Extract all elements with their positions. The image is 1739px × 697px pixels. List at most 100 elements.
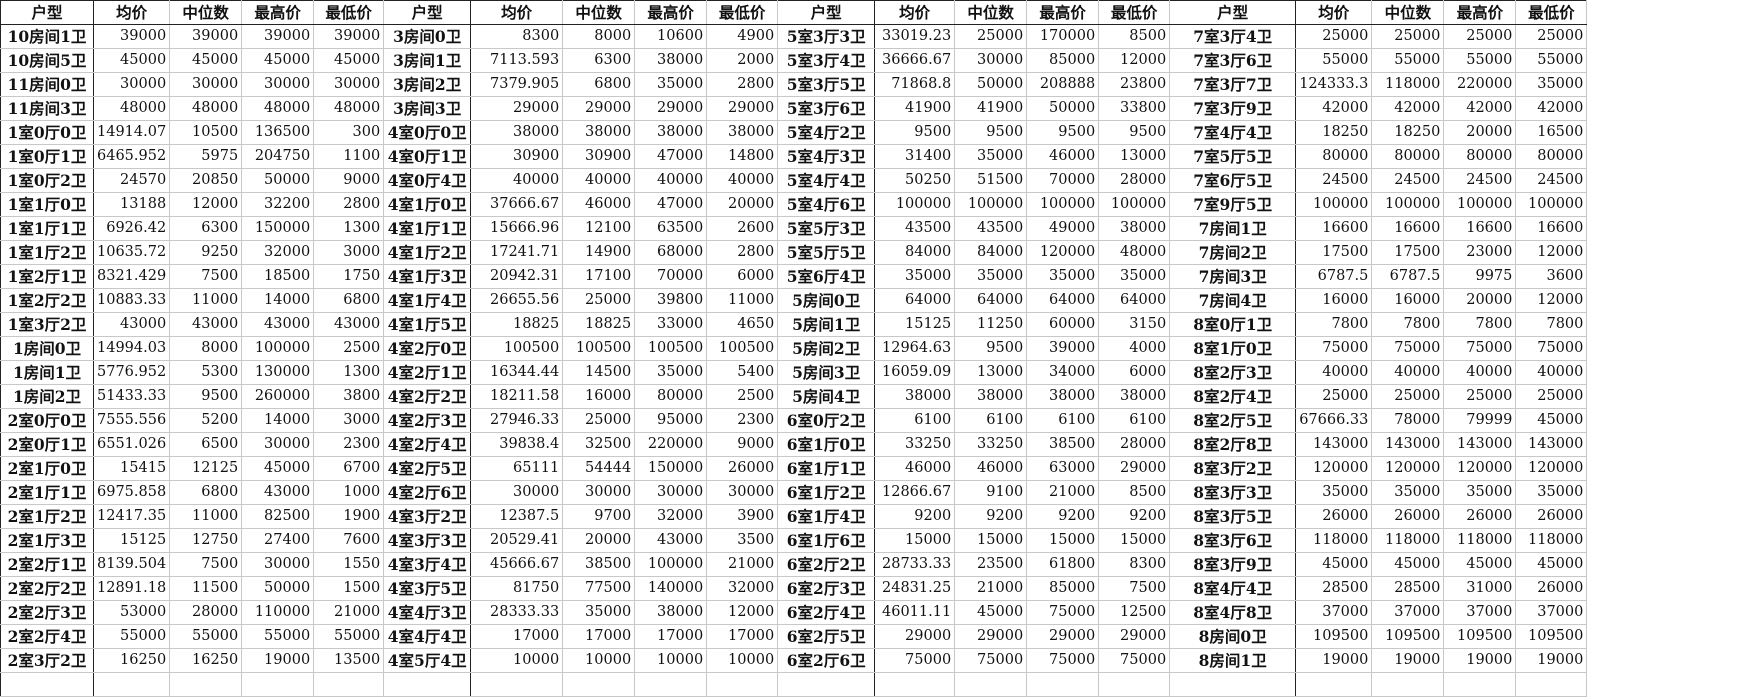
layout-type-cell[interactable]: 2室2厅1卫	[0, 552, 94, 577]
price-cell[interactable]: 51433.33	[92, 384, 171, 409]
price-cell[interactable]: 42000	[1515, 96, 1588, 121]
price-cell[interactable]	[954, 672, 1028, 697]
layout-type-cell[interactable]: 2室2厅4卫	[0, 624, 94, 649]
price-cell[interactable]: 45000	[954, 600, 1028, 625]
price-cell[interactable]: 8500	[1098, 480, 1171, 505]
price-cell[interactable]: 28733.33	[874, 552, 956, 577]
layout-type-cell[interactable]: 1室2厅2卫	[0, 288, 94, 313]
price-cell[interactable]: 33800	[1098, 96, 1171, 121]
price-cell[interactable]: 40000	[1295, 360, 1373, 385]
layout-type-cell[interactable]: 5室3厅5卫	[777, 72, 876, 97]
price-cell[interactable]: 5975	[169, 144, 243, 169]
layout-type-cell[interactable]: 5房间0卫	[777, 288, 876, 313]
price-cell[interactable]: 64000	[874, 288, 956, 313]
layout-type-cell[interactable]: 1房间0卫	[0, 336, 94, 361]
price-cell[interactable]: 13500	[313, 648, 385, 673]
price-cell[interactable]: 17500	[1371, 240, 1445, 265]
price-cell[interactable]: 19000	[1443, 648, 1517, 673]
layout-type-cell[interactable]: 2室2厅3卫	[0, 600, 94, 625]
price-cell[interactable]: 12750	[169, 528, 243, 553]
price-cell[interactable]: 71868.8	[874, 72, 956, 97]
price-cell[interactable]: 9200	[874, 504, 956, 529]
price-cell[interactable]: 12866.67	[874, 480, 956, 505]
price-cell[interactable]: 7113.593	[470, 48, 564, 73]
price-cell[interactable]: 6100	[874, 408, 956, 433]
layout-type-cell[interactable]: 5房间2卫	[777, 336, 876, 361]
price-cell[interactable]: 18250	[1295, 120, 1373, 145]
layout-type-cell[interactable]: 2室1厅2卫	[0, 504, 94, 529]
price-cell[interactable]: 16000	[1295, 288, 1373, 313]
column-header[interactable]: 中位数	[1371, 0, 1445, 25]
layout-type-cell[interactable]: 4室1厅5卫	[383, 312, 472, 337]
price-cell[interactable]: 100500	[470, 336, 564, 361]
price-cell[interactable]: 32500	[562, 432, 636, 457]
price-cell[interactable]: 20000	[1443, 288, 1517, 313]
price-cell[interactable]: 29000	[706, 96, 779, 121]
price-cell[interactable]: 136500	[241, 120, 315, 145]
layout-type-cell[interactable]: 4室0厅4卫	[383, 168, 472, 193]
price-cell[interactable]: 6000	[706, 264, 779, 289]
price-cell[interactable]: 2800	[706, 240, 779, 265]
price-cell[interactable]: 14800	[706, 144, 779, 169]
layout-type-cell[interactable]: 5房间3卫	[777, 360, 876, 385]
price-cell[interactable]: 100000	[874, 192, 956, 217]
price-cell[interactable]: 38000	[1098, 216, 1171, 241]
price-cell[interactable]: 100000	[1515, 192, 1588, 217]
price-cell[interactable]: 15666.96	[470, 216, 564, 241]
layout-type-cell[interactable]: 1室0厅1卫	[0, 144, 94, 169]
price-cell[interactable]: 10600	[634, 24, 708, 49]
price-cell[interactable]: 20850	[169, 168, 243, 193]
price-cell[interactable]: 16600	[1443, 216, 1517, 241]
price-cell[interactable]: 109500	[1443, 624, 1517, 649]
price-cell[interactable]: 25000	[562, 288, 636, 313]
price-cell[interactable]: 80000	[634, 384, 708, 409]
price-cell[interactable]: 43000	[313, 312, 385, 337]
price-cell[interactable]: 100000	[1443, 192, 1517, 217]
layout-type-cell[interactable]: 2室2厅2卫	[0, 576, 94, 601]
price-cell[interactable]: 16059.09	[874, 360, 956, 385]
layout-type-cell[interactable]: 4室1厅2卫	[383, 240, 472, 265]
layout-type-cell[interactable]: 6室1厅0卫	[777, 432, 876, 457]
price-cell[interactable]: 49000	[1026, 216, 1100, 241]
layout-type-cell[interactable]: 6室2厅4卫	[777, 600, 876, 625]
price-cell[interactable]: 120000	[1443, 456, 1517, 481]
price-cell[interactable]: 19000	[1371, 648, 1445, 673]
price-cell[interactable]: 12100	[562, 216, 636, 241]
price-cell[interactable]: 26000	[1295, 504, 1373, 529]
layout-type-cell[interactable]: 3房间3卫	[383, 96, 472, 121]
price-cell[interactable]: 55000	[1371, 48, 1445, 73]
price-cell[interactable]: 38000	[706, 120, 779, 145]
layout-type-cell[interactable]: 1室0厅0卫	[0, 120, 94, 145]
price-cell[interactable]: 46000	[562, 192, 636, 217]
price-cell[interactable]: 46000	[1026, 144, 1100, 169]
price-cell[interactable]: 143000	[1515, 432, 1588, 457]
price-cell[interactable]: 35000	[634, 72, 708, 97]
price-cell[interactable]: 35000	[1515, 480, 1588, 505]
price-cell[interactable]: 50000	[954, 72, 1028, 97]
price-cell[interactable]: 43000	[241, 312, 315, 337]
price-cell[interactable]: 14914.07	[92, 120, 171, 145]
price-cell[interactable]: 6465.952	[92, 144, 171, 169]
price-cell[interactable]: 9500	[954, 336, 1028, 361]
price-cell[interactable]: 30000	[562, 480, 636, 505]
price-cell[interactable]: 6551.026	[92, 432, 171, 457]
price-cell[interactable]: 20529.41	[470, 528, 564, 553]
price-cell[interactable]: 20000	[706, 192, 779, 217]
price-cell[interactable]: 2500	[706, 384, 779, 409]
price-cell[interactable]: 81750	[470, 576, 564, 601]
price-cell[interactable]: 11500	[169, 576, 243, 601]
price-cell[interactable]: 70000	[1026, 168, 1100, 193]
price-cell[interactable]: 30000	[706, 480, 779, 505]
layout-type-cell[interactable]: 1房间2卫	[0, 384, 94, 409]
price-cell[interactable]: 9500	[169, 384, 243, 409]
price-cell[interactable]: 1750	[313, 264, 385, 289]
price-cell[interactable]: 45000	[1371, 552, 1445, 577]
price-cell[interactable]: 77500	[562, 576, 636, 601]
price-cell[interactable]: 14994.03	[92, 336, 171, 361]
price-cell[interactable]: 37000	[1515, 600, 1588, 625]
price-cell[interactable]: 3150	[1098, 312, 1171, 337]
price-cell[interactable]: 50000	[1026, 96, 1100, 121]
column-header[interactable]: 最低价	[313, 0, 385, 25]
price-cell[interactable]: 220000	[634, 432, 708, 457]
price-cell[interactable]: 32000	[706, 576, 779, 601]
